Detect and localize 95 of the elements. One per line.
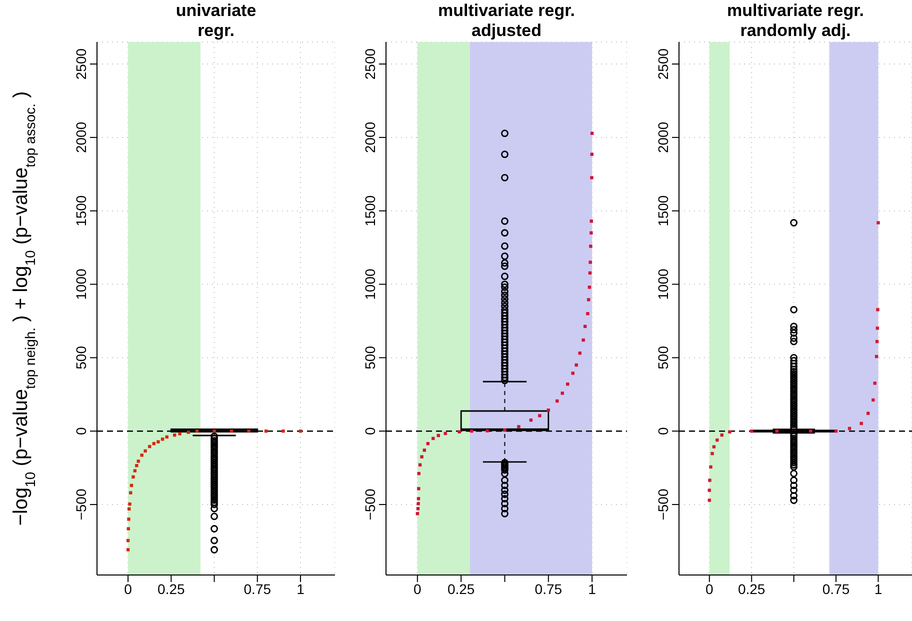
chart-title: univariate regr.: [174, 1, 258, 41]
y-tick-label: 1500: [73, 195, 89, 226]
point: [503, 428, 506, 432]
y-tick-label: 1000: [362, 268, 378, 300]
point: [876, 221, 880, 224]
point: [140, 454, 144, 457]
y-tick-label: 1000: [655, 268, 671, 300]
point: [129, 491, 132, 494]
point: [866, 412, 870, 415]
point: [135, 464, 138, 468]
point: [582, 338, 585, 342]
x-tick-label: 1: [874, 580, 882, 597]
x-tick-label: 0.75: [822, 580, 850, 597]
point: [586, 298, 590, 302]
point: [132, 475, 135, 479]
point: [712, 445, 716, 448]
point: [809, 430, 812, 433]
point: [590, 231, 593, 234]
point: [422, 448, 426, 452]
y-tick-label: 0: [362, 427, 378, 436]
point: [416, 502, 420, 506]
point: [144, 449, 147, 453]
y-tick-label: 500: [362, 346, 378, 370]
point: [136, 460, 140, 463]
x-tick-label: 1: [296, 580, 305, 597]
point: [708, 488, 711, 492]
y-tick-label: 2000: [362, 122, 378, 154]
x-tick-label: 0.75: [534, 580, 562, 597]
point: [560, 392, 564, 395]
y-tick-label: −500: [73, 488, 89, 520]
point: [586, 312, 590, 316]
y-tick-label: 2000: [655, 122, 671, 154]
point: [126, 548, 130, 552]
point: [486, 429, 489, 432]
x-tick-label: 0: [414, 580, 422, 597]
point: [420, 455, 424, 458]
point: [133, 469, 137, 472]
point: [588, 286, 592, 289]
point: [716, 438, 719, 442]
y-tick-label: 2500: [362, 48, 378, 80]
point: [588, 260, 592, 264]
point: [538, 414, 542, 418]
point: [282, 430, 285, 433]
point: [186, 430, 190, 434]
point: [590, 132, 594, 135]
x-tick-label: 0.25: [447, 580, 475, 597]
point: [417, 472, 420, 476]
point: [417, 487, 420, 490]
point: [873, 382, 876, 385]
point: [178, 432, 182, 436]
y-tick-label: −500: [655, 488, 671, 520]
x-tick-label: 0.25: [158, 580, 185, 597]
x-tick-label: 0.75: [244, 580, 272, 597]
point: [578, 352, 582, 355]
chart-title: multivariate regr. adjusted: [436, 1, 576, 41]
y-tick-label: 0: [655, 427, 671, 436]
x-tick-label: 0.25: [738, 580, 766, 597]
point: [165, 435, 168, 439]
point: [127, 518, 130, 521]
point: [247, 430, 250, 433]
point: [571, 372, 574, 375]
y-tick-label: 2000: [73, 122, 89, 154]
point: [876, 308, 880, 312]
y-tick-label: 500: [655, 346, 671, 370]
point: [156, 440, 160, 444]
point: [128, 502, 132, 506]
x-tick-label: 0: [705, 580, 714, 597]
y-tick-label: 1500: [362, 195, 378, 226]
point: [589, 244, 592, 248]
point: [860, 422, 863, 426]
point: [708, 478, 712, 482]
y-tick-label: 500: [73, 346, 89, 370]
point: [458, 430, 461, 434]
point: [728, 430, 732, 434]
point: [876, 326, 879, 330]
y-tick-label: 0: [73, 427, 89, 436]
point: [590, 152, 594, 156]
point: [710, 452, 714, 456]
point: [708, 498, 711, 502]
point: [517, 425, 520, 428]
point: [590, 176, 594, 180]
point: [872, 398, 875, 402]
point: [709, 465, 712, 469]
x-tick-label: 1: [588, 580, 596, 597]
y-tick-label: 1000: [73, 268, 89, 300]
x-tick-label: 0: [124, 580, 132, 597]
y-tick-label: −500: [362, 488, 378, 520]
y-tick-label: 1500: [655, 195, 671, 226]
point: [126, 527, 130, 530]
point: [432, 436, 435, 440]
chart-title: multivariate regr. randomly adj.: [726, 1, 865, 41]
point: [160, 438, 164, 441]
y-tick-label: 2500: [73, 48, 89, 80]
y-tick-label: 2500: [655, 48, 671, 80]
point: [212, 430, 216, 433]
